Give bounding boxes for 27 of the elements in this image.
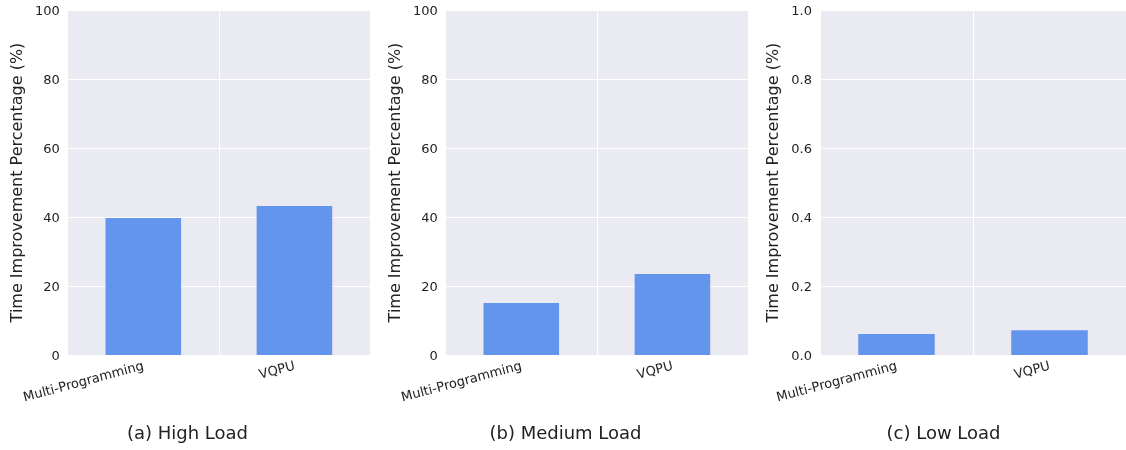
text: (c) Low Load — [886, 421, 1001, 443]
y-tick-label: 0.6 — [791, 140, 812, 156]
y-axis-title: Time Improvement Percentage (%) — [6, 42, 26, 324]
text: (a) High Load — [126, 421, 249, 443]
text: (b) Medium Load — [489, 421, 642, 443]
y-tick-label: 0 — [429, 347, 438, 363]
y-tick-label: 40 — [421, 209, 438, 225]
y-tick-label: 0.2 — [791, 278, 812, 294]
y-tick-label: 1.0 — [791, 2, 812, 18]
y-tick-label: 40 — [43, 209, 60, 225]
y-tick-label: 20 — [43, 278, 60, 294]
y-tick-label: 60 — [421, 140, 438, 156]
y-tick-label: 20 — [421, 278, 438, 294]
y-axis-title: Time Improvement Percentage (%) — [384, 42, 404, 324]
y-tick-label: 0.0 — [791, 347, 812, 363]
y-tick-label: 0 — [51, 347, 60, 363]
y-tick-label: 100 — [34, 2, 60, 18]
y-tick-label: 100 — [412, 2, 438, 18]
y-tick-label: 60 — [43, 140, 60, 156]
x-tick-label: VQPU — [257, 357, 297, 382]
y-tick-label: 0.8 — [791, 71, 812, 87]
x-tick-label: VQPU — [635, 357, 675, 382]
y-axis-title: Time Improvement Percentage (%) — [762, 42, 782, 324]
y-tick-label: 0.4 — [791, 209, 812, 225]
x-tick-label: VQPU — [1012, 357, 1052, 382]
y-tick-label: 80 — [43, 71, 60, 87]
y-tick-label: 80 — [421, 71, 438, 87]
